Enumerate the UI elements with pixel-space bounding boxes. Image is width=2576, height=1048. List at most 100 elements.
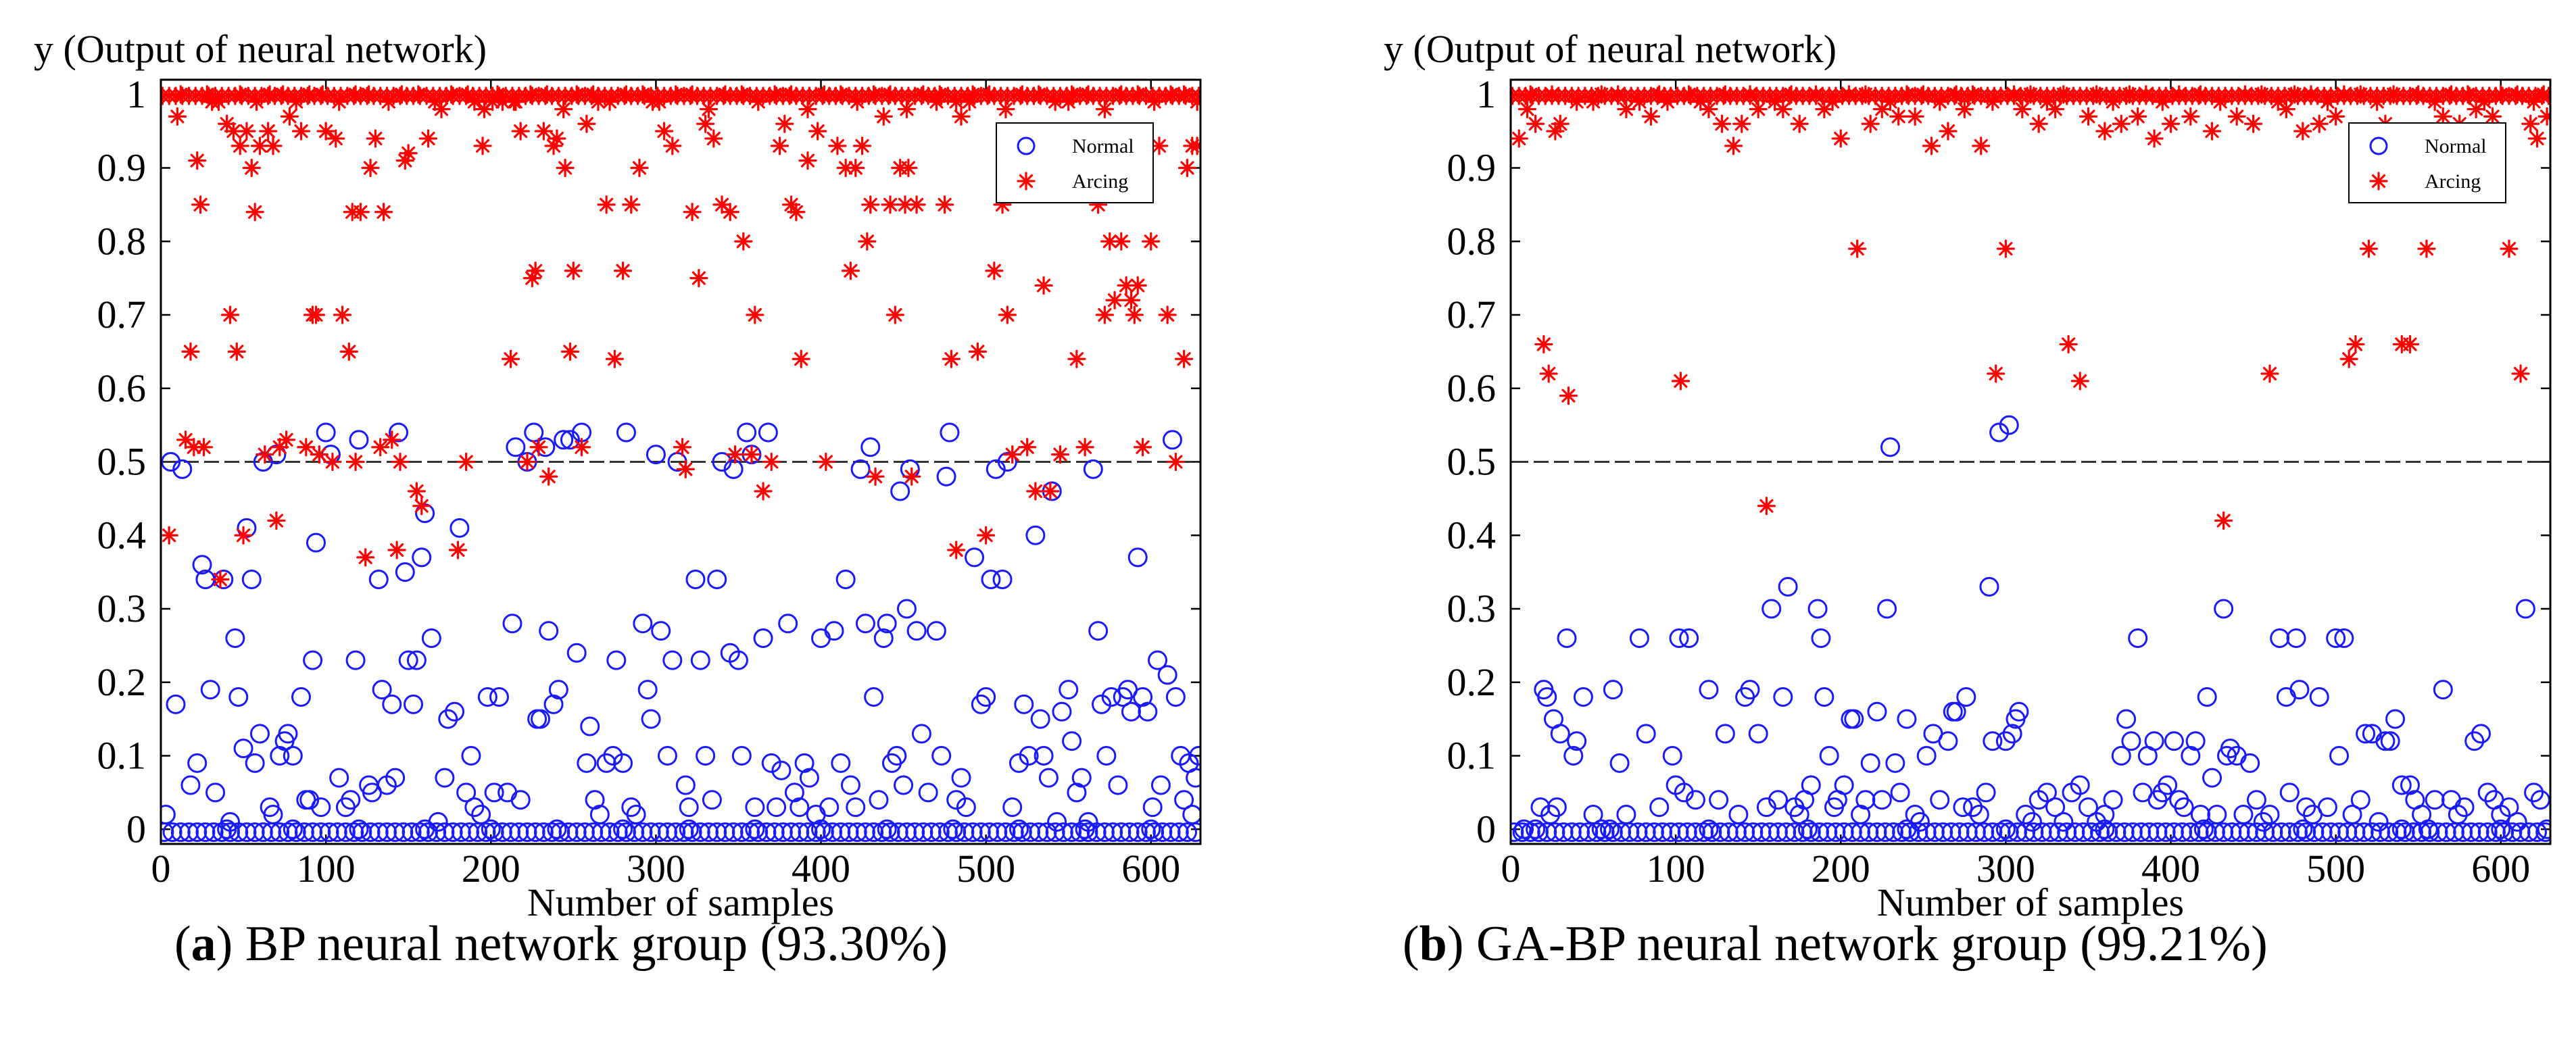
normal-point [745,797,765,818]
arcing-point [488,85,507,104]
normal-point [1182,805,1200,824]
normal-point [456,782,477,803]
arcing-point [1079,85,1098,104]
legend-arcing-marker [2369,172,2388,191]
normal-point [1014,694,1034,714]
arcing-point [1067,349,1086,368]
legend-box [996,122,1154,203]
normal-point [2391,819,2412,839]
arcing-point [2070,372,2089,391]
arcing-point [654,122,674,141]
arcing-point [2368,93,2387,111]
normal-point [940,422,960,443]
normal-point [195,822,216,843]
normal-point [225,628,245,648]
normal-point [1511,822,1524,843]
normal-point [558,822,579,843]
normal-point [1963,797,1983,818]
normal-point [1071,768,1092,788]
normal-point [2197,822,2217,843]
arcing-point [209,93,228,111]
normal-point [1958,822,1978,843]
normal-point [172,459,193,479]
y-tick-label: 1 [1476,72,1496,116]
normal-point [303,822,323,843]
normal-point [1735,822,1755,843]
normal-point [2240,753,2260,773]
arcing-point [848,93,867,111]
arcing-point [2359,239,2379,258]
normal-point [2131,822,2152,843]
normal-point [1088,621,1109,641]
arcing-point [211,570,230,589]
normal-point [864,687,884,707]
normal-point [418,822,438,843]
normal-point [1591,819,1611,839]
y-tick-label: 0.5 [97,440,147,484]
normal-point [641,709,661,729]
arcing-point [194,438,214,457]
normal-point [464,797,485,818]
normal-point [2453,822,2473,843]
normal-point [702,790,722,810]
normal-point [1165,687,1186,707]
normal-point [2293,819,2313,839]
normal-point [525,822,545,843]
normal-point [1133,687,1153,707]
arcing-point [1823,93,1842,111]
normal-point [728,650,748,670]
normal-point [368,822,389,843]
normal-point [723,822,744,843]
normal-point [2309,687,2329,707]
arcing-point [2285,85,2304,104]
arcing-point [264,136,283,155]
normal-point [1677,822,1697,843]
normal-point [263,805,283,824]
normal-point [1150,775,1171,795]
normal-point [2317,797,2337,818]
arcing-point [683,85,702,104]
arcing-point [2327,107,2346,126]
normal-point [847,822,867,843]
normal-point [502,614,523,634]
normal-point [799,768,819,788]
normal-point [533,822,554,843]
normal-point [1162,430,1182,450]
arcing-point [399,144,418,163]
normal-point [2114,822,2135,843]
series-arcing [161,85,1200,589]
normal-point [2271,822,2291,843]
normal-point [1127,822,1148,843]
normal-point [492,822,512,843]
arcing-point [2054,85,2073,104]
normal-point [306,532,326,553]
normal-point [626,805,646,824]
normal-point [846,797,866,818]
arcing-point [977,526,996,545]
arcing-point [2318,93,2337,111]
arcing-point [1963,85,1983,104]
normal-point [580,716,600,737]
normal-point [404,694,424,714]
arcing-point [2417,239,2436,258]
normal-point [2471,724,2491,744]
normal-point [1685,822,1705,843]
arcing-point [1680,85,1699,104]
normal-point [566,822,587,843]
normal-point [200,680,220,700]
arcing-point [392,85,412,104]
arcing-point [765,85,784,104]
normal-point [477,687,497,707]
normal-point [637,680,658,700]
arcing-point [224,122,243,141]
normal-point [1628,822,1648,843]
normal-point [2227,746,2247,766]
arcing-point [852,136,872,155]
normal-point [1969,805,1989,824]
normal-point [905,822,925,843]
arcing-point [1922,136,1941,155]
arcing-point [1914,85,1933,104]
normal-point [1897,819,1917,839]
normal-point [410,822,430,843]
arcing-point [935,195,954,214]
